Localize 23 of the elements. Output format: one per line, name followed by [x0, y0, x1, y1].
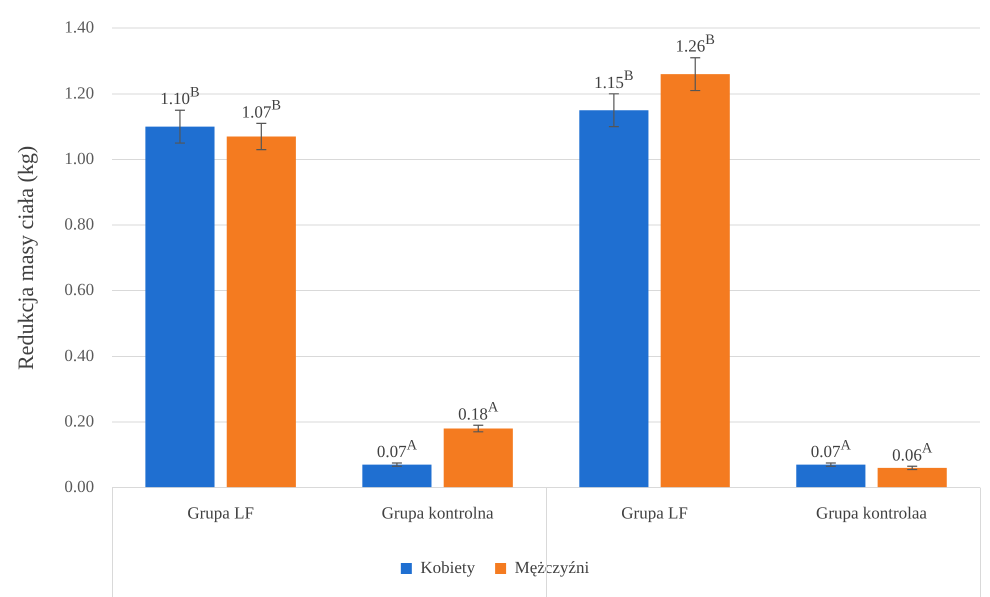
x-tick-label: Grupa LF — [621, 503, 688, 522]
y-axis-title: Redukcja masy ciała (kg) — [12, 146, 38, 370]
y-tick-label: 0.00 — [64, 477, 94, 496]
y-tick-label: 0.40 — [64, 346, 94, 365]
legend-label: Mężczyźni — [514, 558, 590, 577]
x-tick-label: Grupa LF — [187, 503, 254, 522]
x-tick-label: Grupa kontrolaa — [816, 503, 928, 522]
y-tick-label: 0.60 — [64, 280, 94, 300]
y-tick-label: 0.20 — [64, 411, 94, 430]
bar — [444, 428, 513, 488]
y-tick-label: 1.20 — [64, 83, 94, 102]
bar — [796, 464, 866, 488]
y-tick-label: 1.40 — [64, 18, 94, 37]
bar — [579, 110, 648, 488]
y-tick-label: 0.80 — [64, 214, 94, 234]
legend-label: Kobiety — [420, 558, 476, 577]
bar — [362, 464, 432, 488]
bar — [878, 468, 947, 488]
x-tick-label: Grupa kontrolna — [382, 503, 494, 522]
bar — [145, 126, 215, 488]
bar — [660, 74, 730, 488]
y-tick-label: 1.00 — [64, 148, 94, 168]
bar — [226, 136, 296, 488]
